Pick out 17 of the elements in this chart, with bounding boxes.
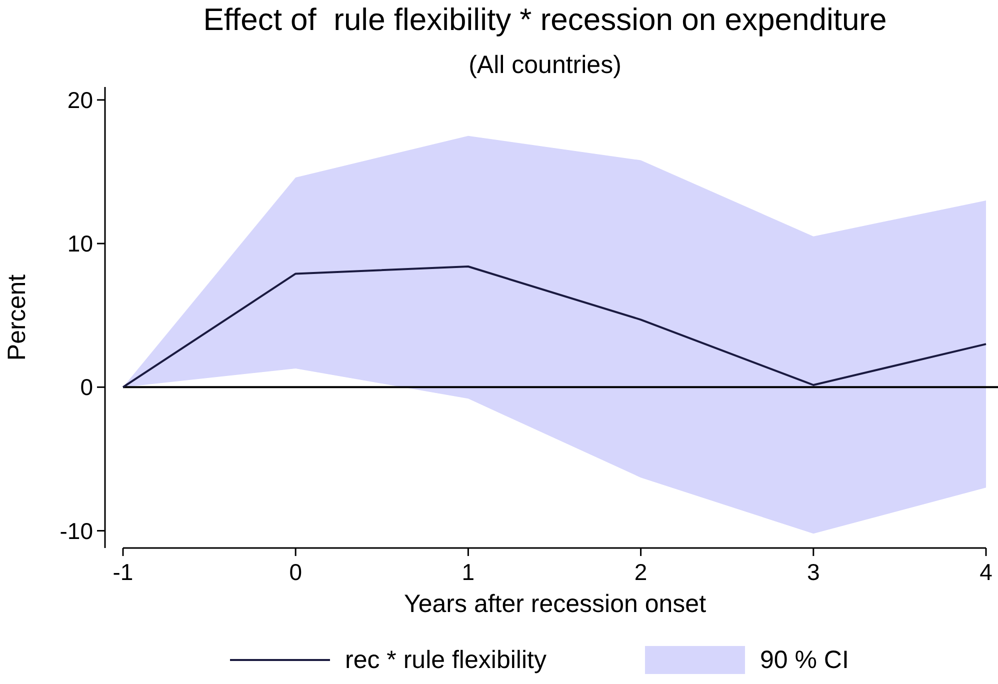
line-series (122, 266, 987, 388)
legend-label: rec * rule flexibility (345, 646, 547, 674)
x-tick-label: 3 (807, 559, 820, 585)
x-tick-label: -1 (112, 559, 134, 585)
y-axis-title: Percent (3, 274, 31, 361)
text: 90 % CI (760, 646, 849, 674)
x-tick-label: 2 (634, 559, 648, 585)
chart-title: Effect of rule flexibility * recession on expenditure (203, 2, 887, 37)
y-tick-label: 10 (67, 230, 93, 257)
x-axis-title: Years after recession onset (404, 590, 706, 618)
y-tick-label: 0 (80, 374, 93, 400)
x-tick-label: 4 (980, 559, 993, 585)
y-tick-label: -10 (60, 518, 93, 544)
y-tick-label: 20 (67, 86, 93, 113)
chart-subtitle: (All countries) (468, 51, 622, 79)
x-tick-label: 1 (462, 559, 475, 585)
x-tick-label: 0 (289, 559, 302, 585)
